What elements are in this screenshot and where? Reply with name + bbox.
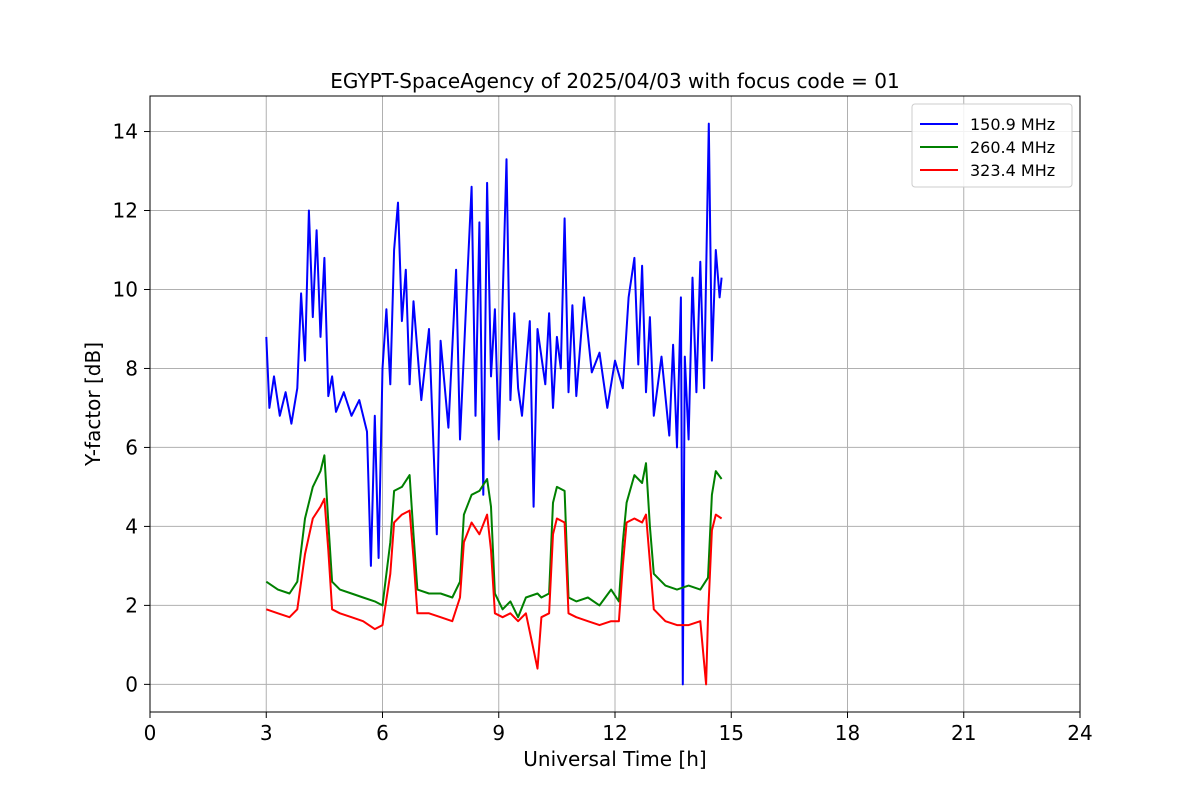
x-tick-label: 12 [602,721,627,745]
x-axis-label: Universal Time [h] [523,747,706,771]
y-tick-label: 6 [125,435,138,459]
x-tick-label: 15 [719,721,744,745]
legend-label: 323.4 MHz [970,161,1055,180]
x-tick-label: 9 [492,721,505,745]
y-tick-label: 4 [125,514,138,538]
y-tick-label: 12 [113,199,138,223]
legend-label: 260.4 MHz [970,138,1055,157]
y-axis-label: Y-factor [dB] [81,342,105,467]
series-layer [265,122,723,686]
x-tick-label: 0 [144,721,157,745]
series-line-1 [265,122,723,686]
y-tick-label: 0 [125,672,138,696]
x-tick-label: 24 [1067,721,1092,745]
series-line-3 [265,497,723,686]
y-tick-label: 8 [125,356,138,380]
x-tick-label: 3 [260,721,273,745]
y-tick-label: 14 [113,120,138,144]
legend-label: 150.9 MHz [970,115,1055,134]
x-tick-label: 6 [376,721,389,745]
y-tick-label: 2 [125,593,138,617]
x-tick-label: 21 [951,721,976,745]
legend: 150.9 MHz 260.4 MHz 323.4 MHz [911,103,1073,188]
chart-title: EGYPT-SpaceAgency of 2025/04/03 with foc… [330,69,899,93]
y-tick-label: 10 [113,277,138,301]
x-tick-label: 18 [835,721,860,745]
series-line-2 [265,454,723,619]
